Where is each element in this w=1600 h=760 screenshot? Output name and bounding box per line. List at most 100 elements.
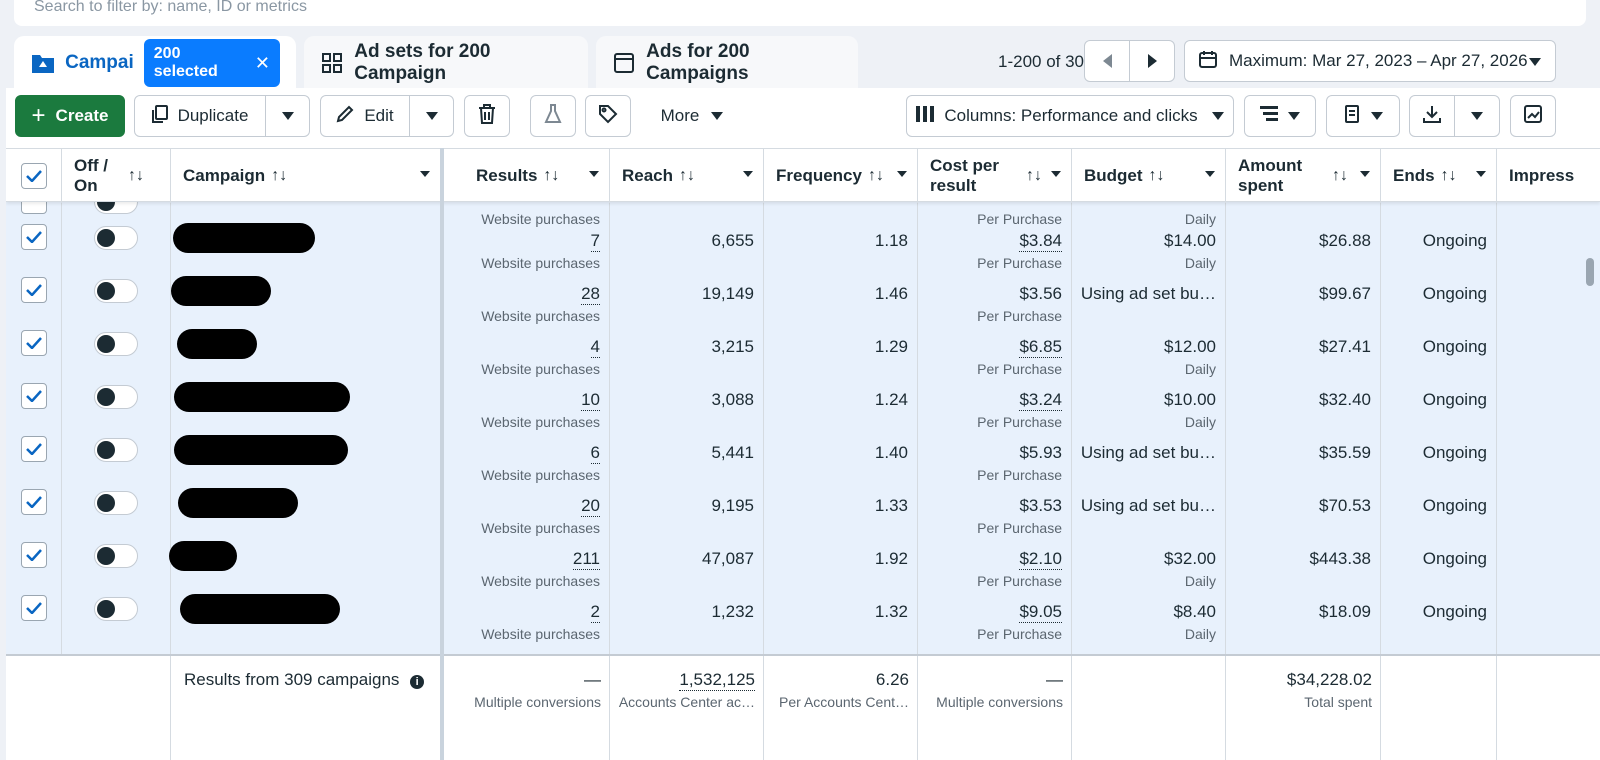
breakdown-button[interactable] (1244, 95, 1316, 137)
cost-value[interactable]: $3.84 (1019, 231, 1062, 252)
tab-campaigns[interactable]: Campai 200 selected ✕ (14, 36, 296, 90)
table-row[interactable]: 20 Website purchases 9,195 1.33 $3.53 Per Pur… (6, 476, 1600, 536)
results-value[interactable]: 20 (581, 496, 600, 517)
table-row[interactable]: 28 Website purchases 19,149 1.46 $3.56 Per Pu… (6, 264, 1600, 324)
frozen-column-divider[interactable] (440, 148, 444, 760)
row-toggle[interactable] (94, 491, 138, 515)
row-checkbox[interactable] (21, 330, 47, 356)
close-icon[interactable]: ✕ (254, 52, 270, 73)
budget-value[interactable]: $8.40 (1173, 602, 1216, 621)
header-budget[interactable]: Budget ↑↓ (1072, 149, 1226, 203)
chevron-down-icon[interactable] (1360, 171, 1370, 177)
table-row-partial[interactable]: Website purchases Per Purchase Daily (6, 202, 1600, 227)
header-off-on[interactable]: Off / On ↑↓ (62, 149, 171, 203)
sort-icon[interactable]: ↑↓ (1440, 167, 1457, 184)
header-campaign[interactable]: Campaign ↑↓ (171, 149, 441, 203)
tab-ad-sets[interactable]: Ad sets for 200 Campaign (304, 36, 588, 90)
header-ends[interactable]: Ends ↑↓ (1381, 149, 1497, 203)
row-checkbox[interactable] (21, 595, 47, 621)
reports-button[interactable] (1326, 95, 1400, 137)
budget-value[interactable]: Using ad set bu… (1080, 496, 1216, 515)
table-row[interactable]: 2 Website purchases 1,232 1.32 $9.05 Per Purc… (6, 582, 1600, 642)
header-reach[interactable]: Reach ↑↓ (610, 149, 764, 203)
export-button[interactable] (1409, 95, 1455, 137)
duplicate-button[interactable]: Duplicate (134, 95, 266, 137)
row-checkbox[interactable] (21, 542, 47, 568)
row-toggle[interactable] (94, 438, 138, 462)
ab-test-button[interactable] (530, 95, 576, 137)
selected-chip[interactable]: 200 selected ✕ (143, 39, 280, 87)
row-toggle[interactable] (94, 279, 138, 303)
info-icon[interactable]: i (410, 675, 425, 689)
budget-value[interactable]: Using ad set bu… (1080, 284, 1216, 303)
tab-ads[interactable]: Ads for 200 Campaigns (596, 36, 858, 90)
cost-value[interactable]: $3.56 (1019, 284, 1062, 303)
edit-button[interactable]: Edit (320, 95, 410, 137)
sort-icon[interactable]: ↑↓ (1026, 167, 1042, 184)
cost-value[interactable]: $3.24 (1019, 390, 1062, 411)
columns-button[interactable]: Columns: Performance and clicks (906, 95, 1234, 137)
delete-button[interactable] (464, 95, 510, 137)
row-checkbox[interactable] (21, 202, 47, 214)
budget-value[interactable]: $14.00 (1164, 231, 1216, 250)
results-value[interactable]: 10 (581, 390, 600, 411)
cost-value[interactable]: $5.93 (1019, 443, 1062, 462)
results-value[interactable]: 6 (590, 443, 600, 464)
row-checkbox[interactable] (21, 277, 47, 303)
table-row[interactable]: 211 Website purchases 47,087 1.92 $2.10 Per P… (6, 529, 1600, 589)
results-value[interactable]: 28 (581, 284, 600, 305)
sort-icon[interactable]: ↑↓ (128, 167, 144, 184)
results-value[interactable]: 4 (590, 337, 600, 358)
table-row[interactable]: 4 Website purchases 3,215 1.29 $6.85 Per Purc… (6, 317, 1600, 377)
header-impressions[interactable]: Impress (1497, 149, 1600, 203)
sort-icon[interactable]: ↑↓ (1148, 167, 1165, 184)
duplicate-dropdown-button[interactable] (265, 95, 310, 137)
row-checkbox[interactable] (21, 436, 47, 462)
cost-value[interactable]: $3.53 (1019, 496, 1062, 515)
cost-value[interactable]: $6.85 (1019, 337, 1062, 358)
header-results[interactable]: Results ↑↓ (444, 149, 610, 203)
table-row[interactable]: 10 Website purchases 3,088 1.24 $3.24 Per Pur… (6, 370, 1600, 430)
edit-dropdown-button[interactable] (409, 95, 454, 137)
row-toggle[interactable] (94, 385, 138, 409)
sort-icon[interactable]: ↑↓ (1332, 167, 1348, 184)
date-range-picker[interactable]: Maximum: Mar 27, 2023 – Apr 27, 2026 (1184, 40, 1556, 82)
cost-value[interactable]: $9.05 (1019, 602, 1062, 623)
header-amount-spent[interactable]: Amount spent ↑↓ (1226, 149, 1381, 203)
sort-icon[interactable]: ↑↓ (543, 167, 560, 184)
pager-prev-button[interactable] (1084, 40, 1130, 82)
chevron-down-icon[interactable] (897, 171, 907, 177)
header-frequency[interactable]: Frequency ↑↓ (764, 149, 918, 203)
chevron-down-icon[interactable] (589, 171, 599, 177)
row-toggle[interactable] (94, 226, 138, 250)
row-toggle[interactable] (94, 544, 138, 568)
table-row[interactable]: 6 Website purchases 5,441 1.40 $5.93 Per Purc… (6, 423, 1600, 483)
chevron-down-icon[interactable] (1205, 171, 1215, 177)
budget-value[interactable]: $32.00 (1164, 549, 1216, 568)
select-all-checkbox[interactable] (21, 163, 47, 189)
row-toggle[interactable] (94, 597, 138, 621)
header-cost-per-result[interactable]: Cost per result ↑↓ (918, 149, 1072, 203)
pager-next-button[interactable] (1129, 40, 1175, 82)
vertical-scrollbar[interactable] (1586, 258, 1594, 286)
tag-button[interactable] (585, 95, 631, 137)
row-toggle[interactable] (94, 332, 138, 356)
footer-reach[interactable]: 1,532,125 (679, 670, 755, 691)
results-value[interactable]: 7 (590, 231, 600, 252)
budget-value[interactable]: Using ad set bu… (1080, 443, 1216, 462)
chevron-down-icon[interactable] (420, 171, 430, 177)
sort-icon[interactable]: ↑↓ (867, 167, 884, 184)
table-row[interactable]: 7 Website purchases 6,655 1.18 $3.84 Per Purc… (6, 211, 1600, 271)
results-value[interactable]: 211 (572, 549, 600, 570)
create-button[interactable]: + Create (15, 95, 125, 137)
results-value[interactable]: 2 (590, 602, 600, 623)
sort-icon[interactable]: ↑↓ (679, 167, 696, 184)
export-dropdown-button[interactable] (1454, 95, 1500, 137)
budget-value[interactable]: $12.00 (1164, 337, 1216, 356)
charts-button[interactable] (1510, 95, 1556, 137)
row-checkbox[interactable] (21, 383, 47, 409)
row-checkbox[interactable] (21, 489, 47, 515)
chevron-down-icon[interactable] (743, 171, 753, 177)
sort-icon[interactable]: ↑↓ (271, 167, 288, 184)
chevron-down-icon[interactable] (1051, 171, 1061, 177)
